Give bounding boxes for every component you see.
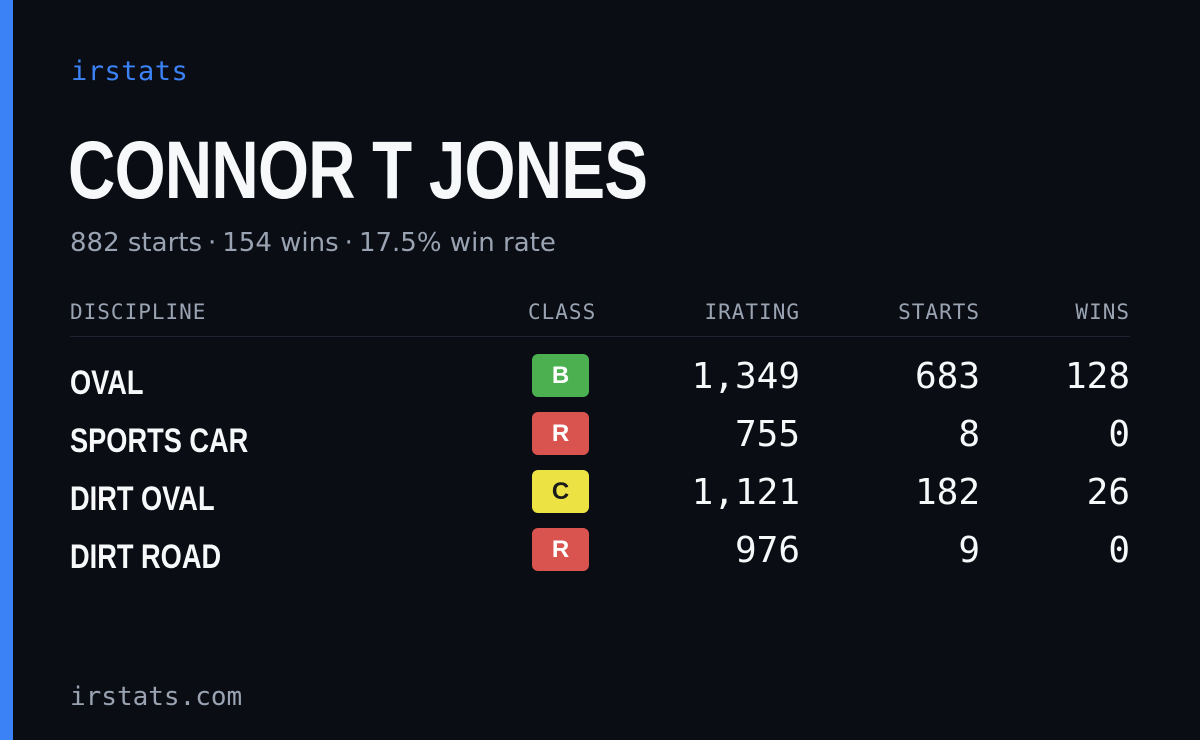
wins-value: 26 bbox=[1086, 472, 1130, 513]
license-class-badge: R bbox=[532, 412, 589, 455]
brand-logo-text: irstats bbox=[71, 56, 189, 87]
discipline-name: DIRT ROAD bbox=[70, 538, 222, 576]
starts-value: 683 bbox=[914, 356, 980, 397]
table-row: DIRT OVAL C 1,121 182 26 bbox=[70, 470, 1130, 528]
wins-summary: 154 wins bbox=[222, 228, 339, 258]
summary-separator: · bbox=[344, 228, 353, 258]
player-summary: 882 starts · 154 wins · 17.5% win rate bbox=[70, 228, 556, 258]
discipline-name: OVAL bbox=[70, 364, 144, 402]
stats-table-header: DISCIPLINE CLASS IRATING STARTS WINS bbox=[70, 300, 1130, 337]
header-class: CLASS bbox=[528, 300, 597, 324]
license-class-badge: C bbox=[532, 470, 589, 513]
license-class-badge: B bbox=[532, 354, 589, 397]
table-row: SPORTS CAR R 755 8 0 bbox=[70, 412, 1130, 470]
irating-value: 976 bbox=[734, 530, 800, 571]
table-row: OVAL B 1,349 683 128 bbox=[70, 354, 1130, 412]
starts-value: 182 bbox=[914, 472, 980, 513]
irating-value: 755 bbox=[734, 414, 800, 455]
header-wins: WINS bbox=[1075, 300, 1130, 324]
wins-value: 0 bbox=[1108, 414, 1130, 455]
discipline-name: DIRT OVAL bbox=[70, 480, 215, 518]
player-name: CONNOR T JONES bbox=[68, 125, 648, 216]
license-class-badge: R bbox=[532, 528, 589, 571]
irating-value: 1,349 bbox=[691, 356, 800, 397]
irating-value: 1,121 bbox=[691, 472, 800, 513]
header-discipline: DISCIPLINE bbox=[70, 300, 207, 324]
wins-value: 128 bbox=[1064, 356, 1130, 397]
wins-value: 0 bbox=[1108, 530, 1130, 571]
header-irating: IRATING bbox=[704, 300, 800, 324]
footer-site-url: irstats.com bbox=[70, 682, 243, 712]
summary-separator: · bbox=[208, 228, 217, 258]
discipline-name: SPORTS CAR bbox=[70, 422, 249, 460]
starts-value: 9 bbox=[958, 530, 980, 571]
header-starts: STARTS bbox=[898, 300, 980, 324]
accent-bar bbox=[0, 0, 13, 740]
starts-summary: 882 starts bbox=[70, 228, 202, 258]
starts-value: 8 bbox=[958, 414, 980, 455]
table-row: DIRT ROAD R 976 9 0 bbox=[70, 528, 1130, 586]
win-rate-summary: 17.5% win rate bbox=[358, 228, 556, 258]
